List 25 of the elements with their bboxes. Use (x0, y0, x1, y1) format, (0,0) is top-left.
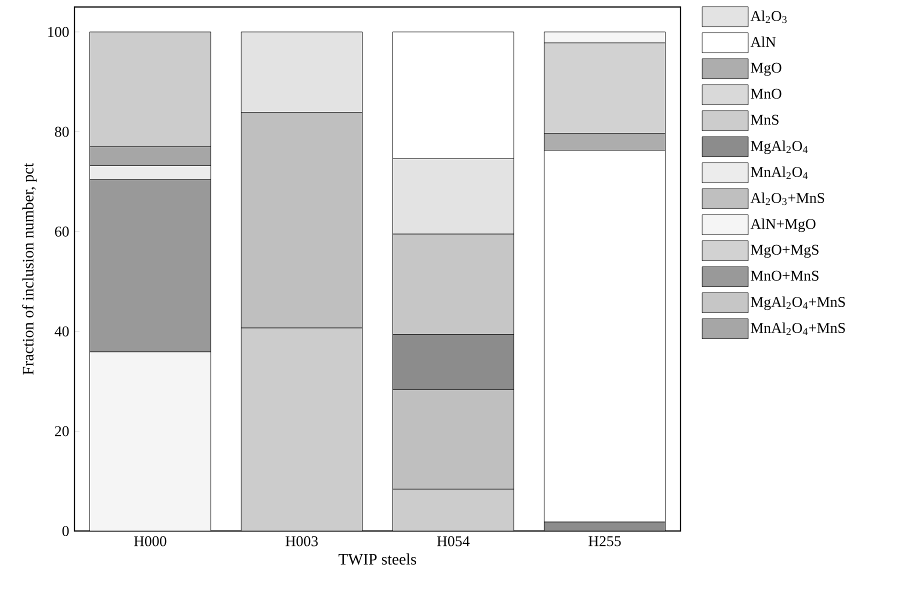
legend-label: MgO (750, 62, 782, 76)
x-tick-label: H054 (437, 536, 470, 546)
legend-label: Al$_{2}$O$_{3}$ (750, 10, 787, 24)
y-tick-label: 60 (55, 226, 69, 237)
x-tick-label: H003 (286, 536, 318, 546)
legend-label: MnO (750, 88, 782, 99)
legend-label: MnO+MnS (750, 270, 818, 281)
y-tick-label: 40 (54, 326, 69, 336)
y-tick-label: 20 (55, 426, 69, 436)
legend-label: MnAl$_{2}$O$_{4}$ (750, 166, 808, 180)
legend-label: MnS (750, 114, 778, 125)
legend-label: AlN+MgO (750, 218, 816, 232)
y-axis-title: Fraction of inclusion number, pct (22, 162, 37, 375)
legend-label: Al$_{2}$O$_{3}$+MnS (750, 192, 824, 206)
y-tick-label: 80 (54, 126, 69, 137)
legend-label: MgAl$_{2}$O$_{4}$ (750, 140, 808, 154)
x-tick-label: H000 (134, 536, 166, 546)
legend-label: MgAl$_{2}$O$_{4}$+MnS (750, 296, 845, 310)
legend-label: MnAl$_{2}$O$_{4}$+MnS (750, 322, 845, 336)
legend-label: AlN (750, 36, 776, 47)
legend-label: MgO+MgS (750, 244, 818, 258)
y-tick-label: 0 (62, 526, 69, 536)
x-tick-label: H255 (588, 536, 621, 546)
y-tick-label: 100 (48, 26, 69, 37)
x-axis-title: TWIP steels (338, 553, 416, 565)
